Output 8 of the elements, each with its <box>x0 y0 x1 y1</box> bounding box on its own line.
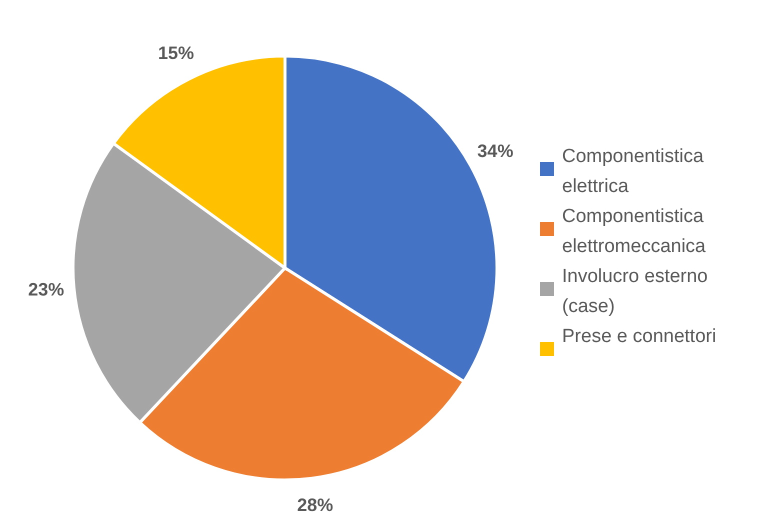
data-label: 23% <box>28 279 64 300</box>
legend-label: Componentistica elettromeccanica <box>562 206 706 257</box>
data-label: 34% <box>477 141 514 162</box>
legend-label: Prese e connettori <box>562 326 716 347</box>
data-label: 28% <box>297 494 334 515</box>
legend-label: Involucro esterno (case) <box>562 266 708 317</box>
legend-label: Componentistica elettrica <box>562 146 704 197</box>
data-label: 15% <box>158 42 194 63</box>
